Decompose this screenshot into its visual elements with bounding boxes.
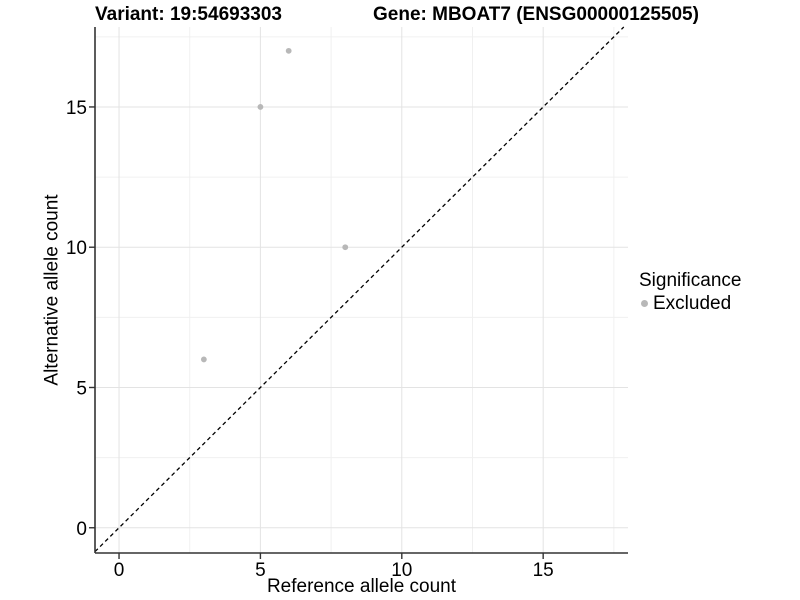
y-tick-label: 10 (66, 238, 87, 259)
data-point (342, 244, 349, 251)
legend-circle-marker-icon (641, 300, 648, 307)
y-tick-label: 5 (76, 378, 87, 399)
plot-title-gene: Gene: MBOAT7 (ENSG00000125505) (373, 4, 699, 25)
identity-reference-line (94, 26, 625, 553)
x-axis-label: Reference allele count (266, 576, 457, 597)
legend: Significance Excluded (639, 271, 741, 313)
plot-title-variant: Variant: 19:54693303 (95, 4, 282, 25)
legend-item-label: Excluded (653, 293, 732, 314)
y-tick-label: 15 (66, 98, 87, 119)
x-tick-label: 10 (391, 560, 412, 581)
legend-title: Significance (639, 270, 742, 291)
x-tick-label: 15 (533, 560, 554, 581)
data-point (200, 356, 207, 363)
x-tick-label: 0 (114, 560, 125, 581)
y-axis-label: Alternative allele count (41, 194, 63, 386)
data-point (285, 47, 292, 54)
y-tick-label: 0 (76, 519, 87, 540)
x-tick-label: 5 (255, 560, 266, 581)
legend-item-excluded: Excluded (641, 294, 741, 313)
data-point (257, 104, 264, 110)
